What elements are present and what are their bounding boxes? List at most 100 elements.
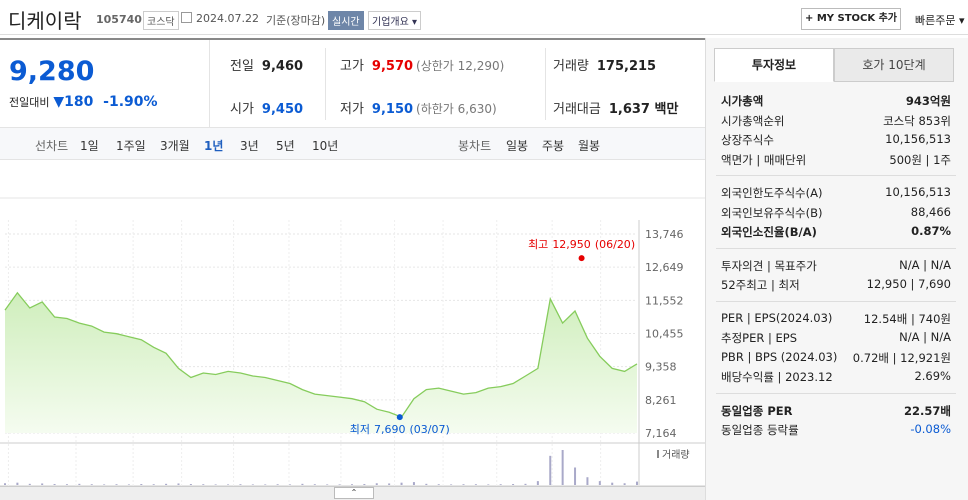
change-arrow: ▼: [53, 94, 65, 110]
quick-order[interactable]: 빠른주문 ▾: [915, 14, 965, 27]
volume-bar: [90, 484, 93, 485]
volume-bar: [350, 484, 353, 485]
extreme-value: 12,950: [552, 238, 591, 251]
period-tab[interactable]: 3개월: [160, 139, 190, 153]
summary: 9,280 전일대비 ▼180 -1.90%: [0, 40, 210, 127]
info-row: 동일업종 등락률 -0.08%: [721, 422, 951, 441]
y-tick-label: 13,746: [645, 228, 684, 241]
info-row: 외국인소진율(B/A) 0.87%: [721, 224, 951, 243]
info-value: 22.57배: [904, 403, 951, 418]
period-tab[interactable]: 1주일: [116, 139, 146, 153]
info-label: PBR | BPS (2024.03): [721, 349, 838, 364]
volume-bar: [165, 483, 168, 485]
info-value: N/A | N/A: [899, 257, 951, 272]
volume-bar: [189, 484, 192, 485]
stock-name: 디케이락: [8, 9, 82, 33]
volume-bar: [177, 483, 180, 485]
volume-bar: [611, 482, 614, 485]
info-row: PBR | BPS (2024.03) 0.72배 | 12,921원: [721, 350, 951, 369]
quote-label: 거래량: [553, 59, 589, 74]
volume-bar: [474, 484, 477, 485]
extreme-date-text: 03/07: [414, 423, 446, 436]
quote-cell: 거래대금 1,637 백만: [553, 98, 678, 117]
info-value: 0.72배 | 12,921원: [852, 350, 951, 365]
volume-bar: [103, 484, 106, 485]
y-tick-label: 10,455: [645, 328, 684, 341]
quote-value: 175,215: [596, 59, 657, 74]
info-value: 500원 | 1주: [889, 152, 951, 167]
side-tab[interactable]: 호가 10단계: [834, 48, 954, 82]
volume-bar: [115, 484, 118, 485]
quote-cell: 저가 9,150 (하한가 6,630): [340, 98, 497, 117]
volume-bar: [561, 450, 564, 485]
volume-bar: [41, 483, 44, 485]
mystock-text: MY STOCK 추가: [816, 13, 898, 24]
period-tab[interactable]: 10년: [312, 139, 339, 153]
period-tabs: 선차트 1일 1주일 3개월 1년 3년 5년 10년 봉차트 일봉 주봉 월봉: [0, 127, 705, 160]
info-row: 52주최고 | 최저 12,950 | 7,690: [721, 277, 951, 296]
quote-value: 9,570: [371, 59, 414, 74]
change-rate: -1.90%: [103, 94, 158, 110]
info-value: 10,156,513: [885, 185, 951, 199]
volume-bar: [140, 484, 143, 485]
separator: [716, 392, 956, 394]
info-row: 시가총액순위 코스닥 853위: [721, 113, 951, 132]
realtime-button[interactable]: 실시간: [328, 11, 364, 30]
volume-bar: [239, 484, 242, 485]
extreme-date: (03/07): [410, 423, 450, 436]
company-info-dropdown[interactable]: 기업개요 ▾: [368, 11, 422, 30]
collapse-button[interactable]: ⌃: [334, 487, 374, 499]
quick-order-text: 빠른주문: [915, 14, 956, 27]
y-tick-label: 8,261: [645, 394, 677, 407]
info-row: PER | EPS(2024.03) 12.54배 | 740원: [721, 311, 951, 330]
quote-cell: 거래량 175,215: [553, 55, 656, 74]
period-tab[interactable]: 3년: [240, 139, 259, 153]
info-value: 코스닥 853위: [883, 113, 951, 128]
info-value: 0.87%: [911, 224, 951, 238]
volume-bar: [598, 481, 601, 485]
extreme-title: 최고: [528, 238, 548, 251]
mystock-button[interactable]: + MY STOCK 추가: [801, 8, 901, 30]
candle-tab[interactable]: 주봉: [542, 139, 565, 153]
volume-bar: [450, 484, 453, 485]
quote-cell: 고가 9,570 (상한가 12,290): [340, 55, 504, 74]
volume-bar: [400, 482, 403, 485]
period-tab[interactable]: 5년: [276, 139, 295, 153]
volume-label: 거래량: [662, 449, 690, 461]
quote-label: 전일: [230, 59, 254, 74]
volume-bar: [462, 484, 465, 485]
period-tab[interactable]: 1일: [80, 139, 99, 153]
candle-tab[interactable]: 월봉: [578, 139, 601, 153]
volume-legend-icon: [657, 450, 659, 458]
side-tab[interactable]: 투자정보: [714, 48, 834, 82]
volume-bar: [78, 483, 81, 485]
info-value: 943억원: [905, 94, 951, 108]
volume-bar: [487, 484, 490, 485]
info-label: 외국인소진율(B/A): [721, 225, 817, 239]
info-label: PER | EPS(2024.03): [721, 310, 833, 325]
info-label: 상장주식수: [721, 133, 774, 147]
volume-bar: [227, 484, 230, 485]
volume-bar: [375, 483, 378, 485]
info-label: 시가총액순위: [721, 113, 785, 128]
info-label: 시가총액: [721, 94, 764, 108]
volume-bar: [289, 484, 292, 485]
y-tick-label: 9,358: [645, 361, 677, 374]
quote-cell: 시가 9,450: [230, 98, 303, 117]
extreme-date-text: 06/20: [599, 238, 631, 251]
info-label: 투자의견 | 목표주가: [721, 258, 817, 273]
change-label: 전일대비: [9, 96, 50, 109]
extreme-title: 최저: [350, 423, 370, 436]
y-tick-label: 7,164: [645, 427, 677, 440]
market-badge: 코스닥: [143, 11, 179, 30]
info-row: 투자의견 | 목표주가 N/A | N/A: [721, 258, 951, 277]
volume-bar: [412, 482, 415, 485]
volume-bar: [16, 482, 19, 485]
volume-bar: [636, 481, 638, 485]
divider: [545, 48, 546, 120]
candle-tab[interactable]: 일봉: [506, 139, 529, 153]
quote-label: 고가: [340, 59, 364, 74]
period-tab[interactable]: 1년: [204, 139, 224, 153]
